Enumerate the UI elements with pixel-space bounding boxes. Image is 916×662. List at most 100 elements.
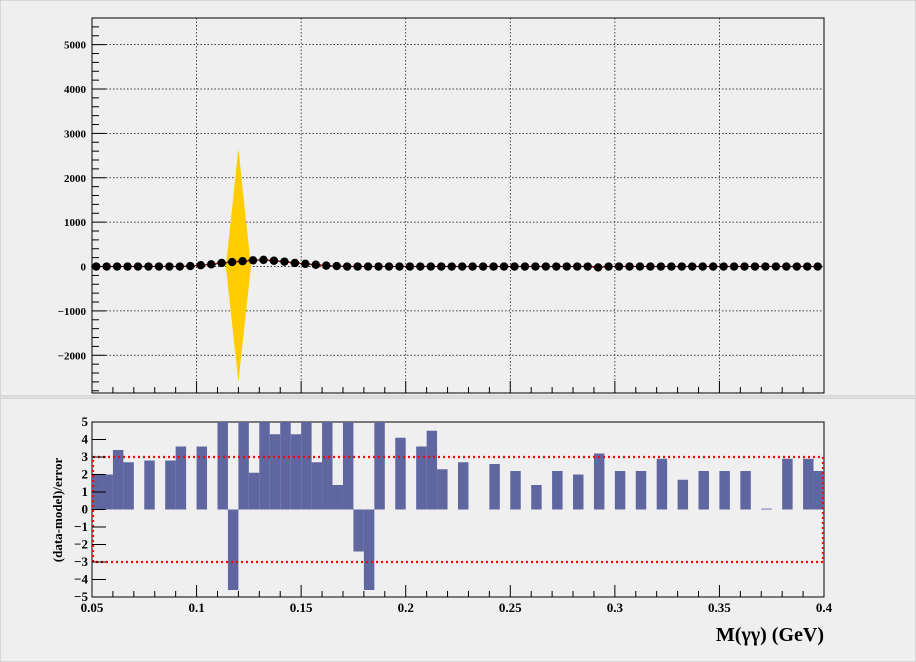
data-point <box>583 262 592 271</box>
x-tick-label: 0.1 <box>188 600 204 615</box>
data-point <box>531 262 540 271</box>
data-point <box>792 262 802 271</box>
three-sigma-box <box>91 455 825 564</box>
pull-y-tick-label: −1 <box>74 519 88 534</box>
pull-bars <box>92 422 824 590</box>
pull-bar <box>656 458 668 510</box>
data-point <box>154 262 164 271</box>
top-axes: −2000 −1000 0 1000 2000 3000 4000 5000 <box>58 17 825 393</box>
data-point <box>112 262 122 271</box>
data-point <box>437 262 446 271</box>
data-point <box>625 262 634 271</box>
model-line <box>96 259 818 269</box>
pull-bar <box>531 485 542 510</box>
data-point <box>520 262 530 271</box>
pull-bar <box>363 509 375 590</box>
data-point <box>227 257 237 267</box>
data-point <box>353 262 362 271</box>
data-point <box>311 260 320 269</box>
data-point <box>186 261 195 271</box>
pull-y-tick-label: 3 <box>82 449 89 464</box>
pull-bar <box>813 471 824 510</box>
data-point <box>761 262 770 271</box>
data-point <box>363 262 373 271</box>
data-point <box>457 262 467 271</box>
pull-y-tick-label: 1 <box>82 484 89 499</box>
data-point <box>604 262 613 271</box>
pull-bar <box>782 458 793 510</box>
pull-bar <box>803 458 814 510</box>
pull-y-tick-label: −4 <box>74 572 88 587</box>
pull-bar <box>761 508 772 510</box>
pull-y-tick-label: 5 <box>82 414 89 429</box>
top-plot-frame <box>91 17 825 394</box>
data-point <box>771 262 781 271</box>
pull-bar <box>426 430 438 510</box>
y-tick-label: −1000 <box>58 306 87 318</box>
y-tick-label: −2000 <box>58 350 87 362</box>
pull-bar <box>614 471 626 510</box>
x-tick-label: 0.25 <box>499 600 522 615</box>
pull-bar <box>458 462 469 510</box>
pull-bar <box>123 462 134 510</box>
data-point <box>165 262 174 271</box>
pull-bar <box>573 474 584 510</box>
y-tick-label: 4000 <box>64 84 87 96</box>
pull-bar <box>269 434 281 510</box>
data-point <box>102 262 111 271</box>
data-point <box>290 258 300 268</box>
data-point <box>238 256 247 266</box>
data-point <box>478 262 488 271</box>
y-tick-label: 3000 <box>64 128 87 140</box>
pull-y-tick-label: 4 <box>82 432 89 447</box>
data-point <box>217 258 226 268</box>
pull-bar <box>740 471 751 510</box>
data-point <box>510 262 519 271</box>
pull-bar <box>719 471 730 510</box>
data-point <box>447 262 456 271</box>
y-tick-label: 0 <box>81 262 87 274</box>
pull-bar <box>510 471 521 510</box>
data-point <box>593 263 603 272</box>
data-point <box>416 262 425 271</box>
data-point <box>688 262 697 271</box>
data-point <box>740 262 749 271</box>
data-point <box>144 262 153 271</box>
data-point <box>614 262 624 271</box>
x-tick-label: 0.2 <box>398 600 414 615</box>
pull-bar <box>196 446 208 510</box>
pull-y-tick-label: −5 <box>74 589 88 604</box>
data-point <box>248 256 258 265</box>
data-point <box>782 262 791 271</box>
bottom-pad: −5 −4 −3 −2 −1 0 1 2 3 4 5 0.05 0.1 0.15 0.2 0.25 0.3 0.3… <box>0 397 916 662</box>
top-pad: −2000 −1000 0 1000 2000 3000 4000 5000 <box>0 0 916 397</box>
x-axis-title: M(γγ) (GeV) <box>716 624 824 646</box>
pull-bar <box>322 422 333 510</box>
pull-bar <box>227 509 239 590</box>
data-point <box>175 262 185 271</box>
data-points <box>91 255 823 272</box>
y-tick-label: 5000 <box>64 40 87 52</box>
pull-y-tick-label: −2 <box>74 537 88 552</box>
data-point <box>719 262 728 271</box>
data-point <box>698 262 707 271</box>
pull-bar <box>374 422 385 510</box>
pull-bar <box>238 422 249 510</box>
data-point <box>499 262 509 271</box>
pull-bar <box>416 446 427 510</box>
signal-band <box>225 148 251 382</box>
data-point <box>750 262 760 271</box>
pull-y-tick-label: 2 <box>82 467 89 482</box>
pull-bar <box>353 509 364 552</box>
pull-bar <box>677 479 689 510</box>
pull-bar <box>259 422 270 510</box>
data-point <box>259 255 268 265</box>
pull-bar <box>301 422 312 510</box>
pull-bar <box>217 422 228 510</box>
data-point <box>395 262 404 271</box>
data-point <box>342 262 352 271</box>
pull-bar <box>635 471 647 510</box>
data-point <box>123 262 132 271</box>
pull-bar <box>698 471 709 510</box>
data-point <box>667 262 676 271</box>
